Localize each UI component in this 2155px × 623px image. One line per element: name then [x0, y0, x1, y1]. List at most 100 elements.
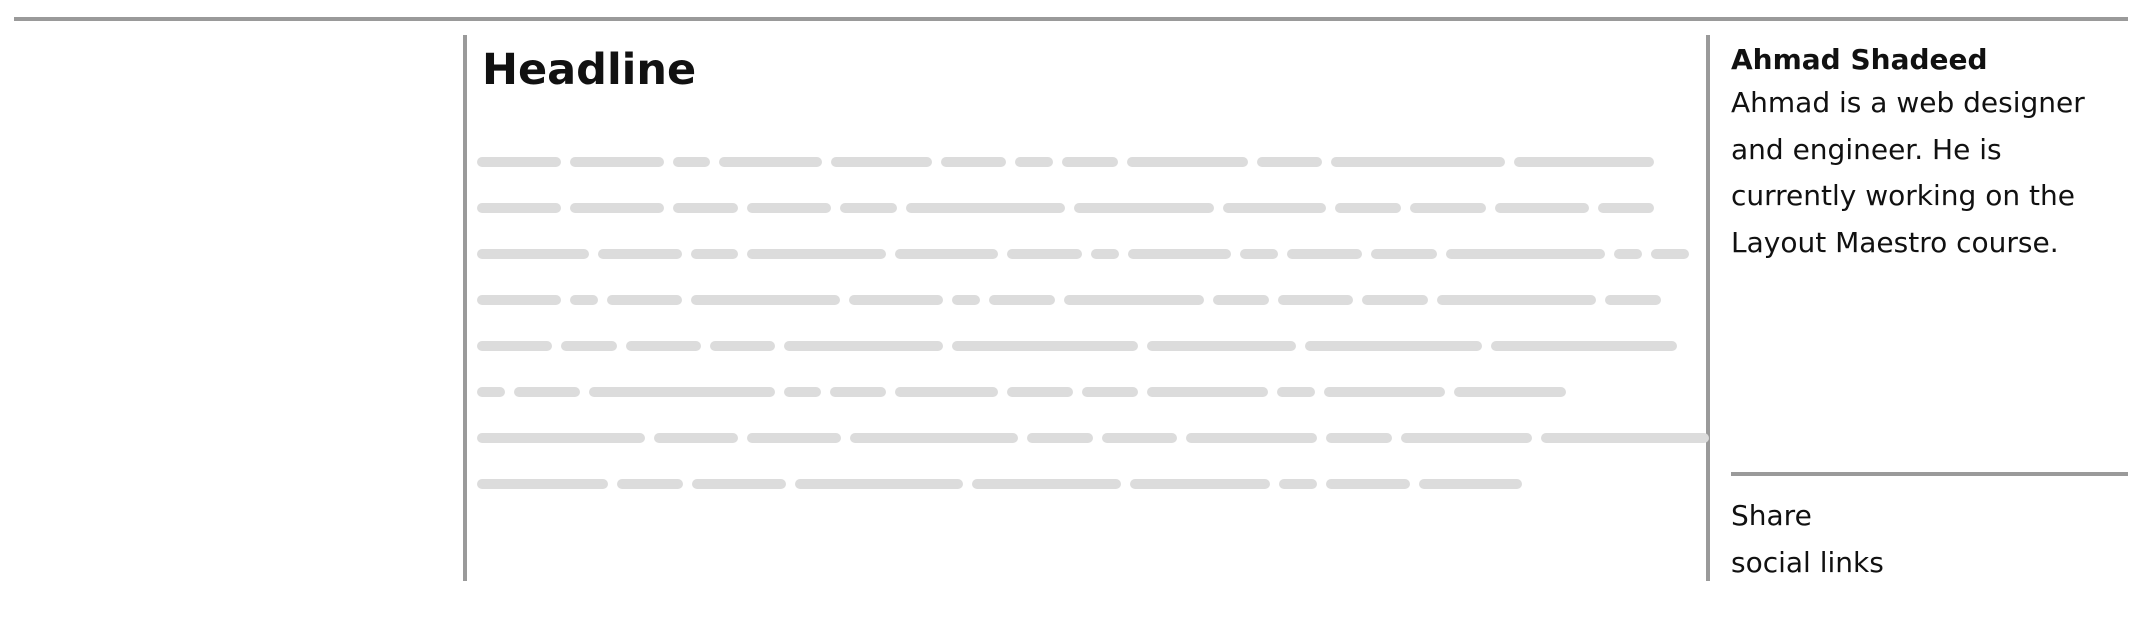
placeholder-word: [747, 249, 886, 259]
author-name: Ahmad Shadeed: [1731, 43, 1988, 76]
placeholder-word: [477, 203, 561, 213]
placeholder-word: [514, 387, 580, 397]
placeholder-word: [617, 479, 683, 489]
placeholder-word: [477, 249, 589, 259]
placeholder-word: [850, 433, 1018, 443]
placeholder-word: [1102, 433, 1177, 443]
placeholder-word: [1541, 433, 1709, 443]
placeholder-word: [849, 295, 943, 305]
placeholder-word: [691, 249, 738, 259]
share-label: Share: [1731, 499, 1812, 532]
placeholder-word: [607, 295, 682, 305]
placeholder-word: [1257, 157, 1322, 167]
placeholder-word: [989, 295, 1055, 305]
placeholder-word: [795, 479, 963, 489]
placeholder-text-block: [477, 157, 1709, 489]
placeholder-word: [1371, 249, 1437, 259]
placeholder-word: [1324, 387, 1445, 397]
placeholder-word: [570, 203, 664, 213]
placeholder-word: [1437, 295, 1596, 305]
placeholder-word: [941, 157, 1006, 167]
placeholder-word: [570, 295, 598, 305]
placeholder-word: [1186, 433, 1317, 443]
placeholder-word: [1091, 249, 1119, 259]
placeholder-word: [1279, 479, 1317, 489]
placeholder-word: [1335, 203, 1401, 213]
placeholder-word: [1240, 249, 1278, 259]
placeholder-word: [1446, 249, 1605, 259]
placeholder-word: [1305, 341, 1482, 351]
placeholder-word: [1223, 203, 1326, 213]
placeholder-word: [895, 249, 998, 259]
placeholder-word: [972, 479, 1121, 489]
placeholder-word: [1454, 387, 1566, 397]
placeholder-word: [747, 433, 841, 443]
placeholder-word: [952, 295, 980, 305]
placeholder-word: [477, 479, 608, 489]
placeholder-word: [1598, 203, 1654, 213]
sidebar-divider: [1731, 472, 2128, 476]
placeholder-word: [1495, 203, 1589, 213]
placeholder-word: [1278, 295, 1353, 305]
author-card: Ahmad Shadeed Ahmad is a web designer an…: [1731, 40, 2131, 266]
placeholder-word: [1491, 341, 1677, 351]
author-bio: Ahmad is a web designer and engineer. He…: [1731, 86, 2085, 259]
placeholder-line: [477, 433, 1709, 443]
article-headline: Headline: [482, 45, 697, 95]
placeholder-word: [1027, 433, 1093, 443]
placeholder-word: [1419, 479, 1522, 489]
placeholder-word: [570, 157, 664, 167]
placeholder-word: [1147, 341, 1296, 351]
top-rule: [14, 17, 2128, 21]
placeholder-line: [477, 249, 1697, 259]
placeholder-line: [477, 341, 1697, 351]
placeholder-word: [1147, 387, 1268, 397]
placeholder-word: [831, 157, 932, 167]
placeholder-word: [1074, 203, 1214, 213]
placeholder-word: [1331, 157, 1505, 167]
placeholder-word: [1614, 249, 1642, 259]
placeholder-word: [1326, 433, 1392, 443]
placeholder-word: [477, 295, 561, 305]
placeholder-word: [1277, 387, 1315, 397]
placeholder-word: [1514, 157, 1654, 167]
sidebar-left-border: [1706, 35, 1710, 581]
placeholder-word: [477, 341, 552, 351]
placeholder-word: [1651, 249, 1689, 259]
placeholder-word: [477, 433, 645, 443]
share-section: Share social links: [1731, 493, 2131, 586]
placeholder-word: [719, 157, 822, 167]
placeholder-word: [1127, 157, 1248, 167]
placeholder-word: [710, 341, 775, 351]
placeholder-word: [673, 203, 738, 213]
placeholder-word: [1213, 295, 1269, 305]
placeholder-word: [840, 203, 897, 213]
placeholder-word: [598, 249, 682, 259]
placeholder-line: [477, 387, 1697, 397]
placeholder-word: [1128, 249, 1231, 259]
placeholder-word: [1082, 387, 1138, 397]
social-links[interactable]: social links: [1731, 545, 1884, 579]
placeholder-word: [906, 203, 1065, 213]
placeholder-word: [692, 479, 786, 489]
placeholder-word: [1064, 295, 1204, 305]
placeholder-word: [952, 341, 1138, 351]
placeholder-word: [1062, 157, 1118, 167]
placeholder-word: [1410, 203, 1486, 213]
placeholder-word: [477, 387, 505, 397]
placeholder-word: [1007, 387, 1073, 397]
placeholder-word: [1326, 479, 1410, 489]
placeholder-word: [654, 433, 738, 443]
placeholder-word: [1401, 433, 1532, 443]
placeholder-word: [626, 341, 701, 351]
placeholder-word: [895, 387, 998, 397]
placeholder-word: [561, 341, 617, 351]
placeholder-line: [477, 479, 1697, 489]
placeholder-word: [1015, 157, 1053, 167]
placeholder-word: [784, 341, 943, 351]
placeholder-word: [830, 387, 886, 397]
placeholder-line: [477, 157, 1697, 167]
placeholder-word: [673, 157, 710, 167]
placeholder-word: [1287, 249, 1362, 259]
placeholder-word: [691, 295, 840, 305]
